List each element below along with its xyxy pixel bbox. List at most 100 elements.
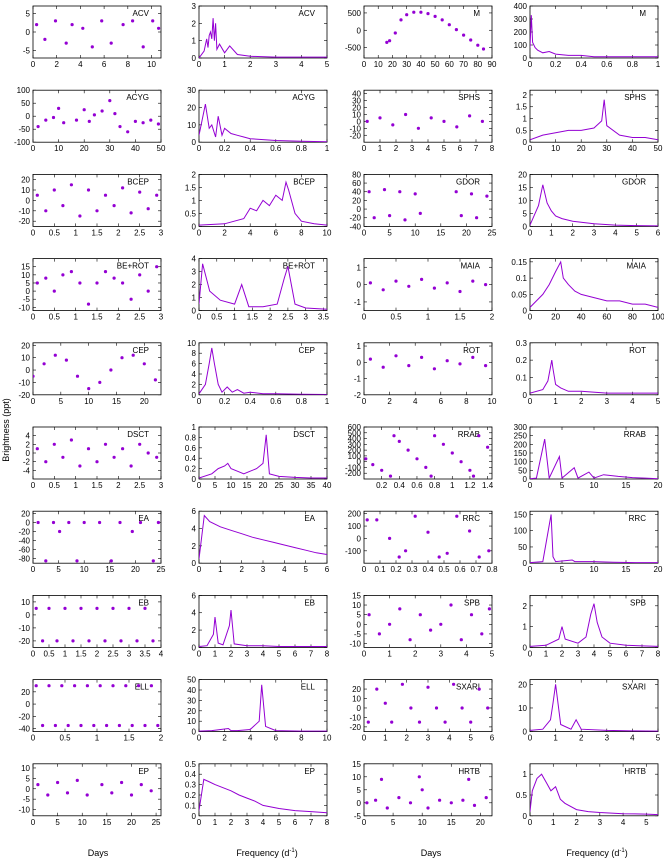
hrtb-freq-xtick-label-2: 2 — [574, 818, 579, 827]
rrc-freq-xtick-label-3: 15 — [622, 565, 631, 574]
rot-light-xtick-label-5: 10 — [488, 397, 497, 406]
ea-freq-xtick-label-6: 6 — [325, 565, 330, 574]
panel-spb-freq: 0 1 2 3 4 5 6 7 8 0 1 2 SPB — [523, 595, 661, 658]
rrc-light-title: RRC — [463, 514, 481, 523]
ea-freq-xtick-label-0: 0 — [197, 565, 202, 574]
rot-light-point-7 — [458, 362, 462, 366]
bcep-light-point-14 — [155, 193, 159, 197]
ell-light-ytick-label-3: 20 — [21, 688, 30, 697]
bcep-freq-title: BCEP — [293, 177, 315, 186]
sxari-freq-xtick-label-2: 2 — [579, 734, 584, 743]
rot-freq-xtick-label-3: 3 — [605, 397, 610, 406]
spb-light-point-0 — [367, 613, 371, 617]
ep-light-point-10 — [139, 783, 143, 787]
ell-light-point-16 — [137, 684, 141, 688]
spb-light-point-3 — [398, 607, 402, 611]
hrtb-freq-frame — [529, 763, 659, 817]
acyg-light-point-9 — [100, 109, 104, 113]
m-light-xtick-label-0: 0 — [362, 60, 367, 69]
dsct-light-ytick-label-1: -2 — [23, 458, 31, 467]
maia-light-point-3 — [407, 284, 411, 288]
sphs-light-xtick-label-1: 1 — [378, 144, 383, 153]
eb-light-point-9 — [103, 639, 107, 643]
m-light-title: M — [473, 9, 480, 18]
rot-light-frame — [363, 342, 493, 396]
rrab-freq-xtick-label-2: 10 — [590, 481, 599, 490]
acyg-light-data — [36, 99, 160, 134]
sxari-freq-line — [530, 684, 658, 732]
gdor-light-ytick-label-4: 40 — [352, 188, 361, 197]
hrtb-light-xtick-label-4: 20 — [476, 818, 485, 827]
cep-freq-data — [199, 347, 327, 395]
acyg-light-point-1 — [44, 118, 48, 122]
acv-light-point-4 — [70, 23, 74, 27]
dsct-light-data — [35, 438, 159, 468]
dsct-light-point-0 — [35, 447, 39, 451]
m-light-point-15 — [481, 47, 486, 51]
ea-light-point-6 — [82, 520, 86, 525]
ep-light-xtick-label-2: 10 — [78, 818, 87, 827]
sphs-light-xtick-label-4: 4 — [426, 144, 431, 153]
acv-light-xtick-label-5: 10 — [147, 60, 156, 69]
maia-light-xtick-label-0: 0 — [362, 313, 367, 322]
sphs-light-point-6 — [442, 119, 446, 123]
acyg-freq-xtick-label-5: 1 — [325, 144, 330, 153]
sxari-light-xtick-label-4: 4 — [447, 734, 452, 743]
ep-freq-line — [199, 778, 327, 814]
rot-light-xtick-label-0: 0 — [362, 397, 367, 406]
ell-light-xtick-label-4: 2 — [159, 734, 164, 743]
rot-freq-line — [530, 360, 658, 394]
ea-light-xtick-label-4: 20 — [131, 565, 140, 574]
eb-light-xtick-label-3: 1.5 — [75, 649, 87, 658]
rrc-light-xtick-label-2: 0.2 — [390, 565, 402, 574]
rrab-light-point-14 — [468, 468, 472, 472]
rrab-freq-data — [530, 438, 658, 479]
panel-ep-freq: 0 1 2 3 4 5 6 7 800.10.20.30.40.5EP — [185, 760, 330, 827]
m-light-ytick-label-2: 500 — [348, 9, 362, 18]
ep-light-xtick-label-5: 25 — [152, 818, 161, 827]
hrtb-light-point-13 — [472, 803, 477, 808]
ep-light-xtick-label-1: 5 — [55, 818, 60, 827]
rot-light-point-5 — [432, 367, 436, 371]
sphs-freq-xtick-label-0: 0 — [528, 144, 533, 153]
sxari-freq-frame — [529, 679, 659, 732]
sxari-light-point-12 — [469, 720, 473, 724]
gdor-light-ytick-label-3: 20 — [352, 196, 361, 205]
acv-light-xtick-label-0: 0 — [31, 60, 36, 69]
panel-hrtb-freq: 0 1 2 3 4 5 0 0.5 1 HRTB — [516, 763, 659, 827]
gdor-light-ytick-label-6: 80 — [352, 170, 361, 179]
rrab-light-ytick-label-3: 100 — [348, 452, 362, 461]
sxari-light-xtick-label-5: 5 — [468, 734, 473, 743]
acyg-light-point-10 — [108, 99, 112, 103]
m-light-point-0 — [385, 40, 389, 45]
m-light-point-4 — [405, 13, 409, 17]
gdor-light-point-6 — [413, 192, 417, 196]
acyg-light-point-16 — [149, 118, 153, 122]
berot-light-xtick-label-6: 3 — [159, 313, 164, 322]
rrab-light-point-2 — [380, 468, 384, 472]
berot-light-point-6 — [86, 302, 91, 306]
cep-light-ytick-label-3: 10 — [21, 354, 30, 363]
acv-light-xtick-label-2: 4 — [78, 60, 83, 69]
spb-freq-xtick-label-8: 8 — [656, 649, 661, 658]
acv-light-point-2 — [53, 19, 58, 23]
rrab-light-point-0 — [364, 457, 368, 461]
acyg-light-point-4 — [62, 121, 66, 125]
spb-freq-xtick-label-3: 3 — [576, 649, 581, 658]
m-freq-line — [530, 15, 658, 58]
dsct-light-point-11 — [129, 464, 133, 468]
m-light-xtick-label-9: 90 — [488, 60, 497, 69]
spb-light-point-11 — [480, 632, 484, 636]
acyg-light-xtick-label-0: 0 — [31, 144, 36, 153]
cep-freq-ytick-label-0: 0 — [192, 391, 197, 400]
spb-light-title: SPB — [464, 598, 480, 607]
cep-freq-xtick-label-2: 0.4 — [245, 397, 257, 406]
sphs-freq-data — [530, 99, 658, 141]
acv-light-title: ACV — [133, 9, 150, 18]
cep-light-ytick-label-0: -20 — [18, 391, 30, 400]
ep-light-point-8 — [120, 780, 124, 785]
maia-light-point-8 — [471, 279, 475, 283]
gdor-freq-ytick-label-0: 0 — [523, 222, 528, 231]
